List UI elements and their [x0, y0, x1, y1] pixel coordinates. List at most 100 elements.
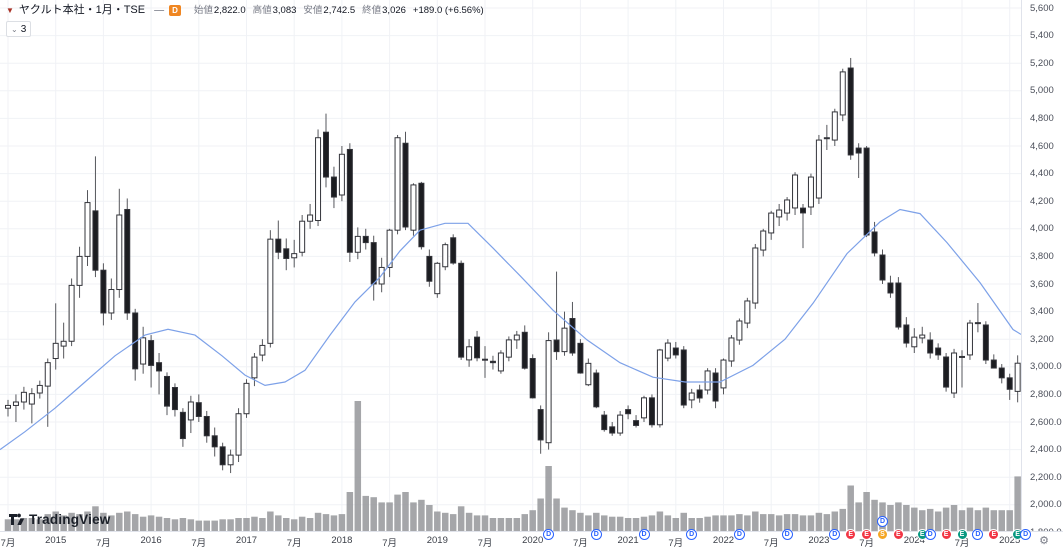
volume-bar[interactable] — [338, 514, 346, 531]
volume-bar[interactable] — [298, 516, 306, 531]
event-badge-dividend[interactable]: D — [590, 528, 602, 540]
volume-bar[interactable] — [648, 515, 656, 531]
candle[interactable] — [696, 384, 703, 403]
candle[interactable] — [5, 399, 11, 417]
candle[interactable] — [1006, 373, 1013, 400]
delayed-data-badge[interactable]: D — [169, 5, 181, 16]
candle[interactable] — [855, 143, 862, 179]
event-badge-dividend[interactable]: D — [781, 528, 793, 540]
candle[interactable] — [140, 326, 147, 374]
event-badge-earnings_miss[interactable]: E — [988, 528, 1000, 540]
symbol-marker-icon[interactable]: ▼ — [6, 6, 14, 15]
candle[interactable] — [664, 339, 671, 362]
event-badge-dividend[interactable]: D — [877, 515, 888, 527]
candle[interactable] — [879, 249, 886, 285]
candle[interactable] — [736, 318, 743, 345]
volume-bar[interactable] — [473, 515, 481, 531]
candle[interactable] — [656, 348, 663, 428]
candle[interactable] — [291, 239, 298, 268]
candle[interactable] — [187, 395, 194, 434]
volume-bar[interactable] — [426, 505, 433, 531]
event-badge-earnings_miss[interactable]: E — [845, 528, 857, 540]
candle[interactable] — [815, 134, 822, 204]
volume-bar[interactable] — [283, 518, 290, 531]
volume-bar[interactable] — [259, 518, 266, 531]
volume-bar[interactable] — [752, 511, 759, 532]
volume-bar[interactable] — [386, 502, 393, 531]
candle[interactable] — [569, 301, 576, 356]
volume-bar[interactable] — [370, 497, 377, 531]
volume-bar[interactable] — [489, 518, 497, 531]
candle[interactable] — [338, 146, 345, 202]
volume-bar[interactable] — [322, 514, 330, 531]
volume-bar[interactable] — [179, 518, 187, 531]
volume-bar[interactable] — [990, 510, 998, 531]
volume-bar[interactable] — [656, 511, 664, 532]
ma-line[interactable] — [0, 208, 1021, 451]
candle[interactable] — [497, 350, 504, 374]
candle[interactable] — [148, 335, 155, 388]
candle[interactable] — [354, 227, 361, 260]
volume-bar[interactable] — [895, 502, 902, 531]
volume-bar[interactable] — [314, 512, 322, 531]
volume-bar[interactable] — [84, 511, 91, 532]
candle[interactable] — [529, 354, 536, 399]
volume-bar[interactable] — [1014, 476, 1021, 531]
volume-bar[interactable] — [330, 515, 338, 531]
symbol-title[interactable]: ヤクルト本社・1月・TSE — [18, 4, 146, 16]
event-badge-earnings_miss[interactable]: E — [861, 528, 873, 540]
candle[interactable] — [807, 173, 814, 215]
volume-bar[interactable] — [251, 516, 258, 531]
candle[interactable] — [561, 311, 568, 356]
volume-bar[interactable] — [632, 518, 640, 531]
event-badge-dividend[interactable]: D — [1020, 528, 1032, 540]
candle[interactable] — [982, 321, 989, 365]
volume-bar[interactable] — [855, 502, 862, 531]
volume-bar[interactable] — [919, 510, 926, 531]
candle[interactable] — [951, 348, 958, 398]
candle[interactable] — [108, 278, 115, 320]
volume-bar[interactable] — [569, 510, 576, 531]
candle[interactable] — [728, 335, 735, 367]
volume-bar[interactable] — [561, 507, 568, 531]
candle[interactable] — [179, 408, 186, 447]
candle[interactable] — [521, 325, 528, 370]
volume-bar[interactable] — [124, 511, 131, 532]
candle[interactable] — [283, 238, 290, 271]
candle[interactable] — [60, 322, 67, 359]
candle[interactable] — [243, 379, 250, 418]
candle[interactable] — [776, 203, 783, 227]
volume-bar[interactable] — [593, 512, 600, 531]
candle[interactable] — [823, 124, 830, 151]
volume-bar[interactable] — [108, 515, 115, 531]
volume-bar[interactable] — [306, 518, 314, 531]
candle[interactable] — [386, 228, 393, 278]
candle[interactable] — [553, 271, 560, 360]
volume-bar[interactable] — [394, 494, 401, 531]
volume-bar[interactable] — [362, 495, 370, 531]
volume-bar[interactable] — [267, 511, 274, 532]
volume-bar[interactable] — [195, 520, 203, 531]
candle[interactable] — [394, 134, 401, 235]
candle[interactable] — [895, 277, 902, 330]
candle[interactable] — [171, 383, 178, 417]
volume-bar[interactable] — [171, 519, 179, 531]
event-badge-earnings_miss[interactable]: E — [940, 528, 952, 540]
candle[interactable] — [235, 408, 242, 463]
candle[interactable] — [648, 394, 655, 428]
candle[interactable] — [601, 410, 608, 432]
volume-bar[interactable] — [736, 514, 743, 531]
volume-bar[interactable] — [744, 515, 751, 531]
candle[interactable] — [935, 343, 942, 360]
volume-bar[interactable] — [76, 514, 83, 531]
candle[interactable] — [132, 308, 139, 381]
candle[interactable] — [307, 203, 314, 229]
volume-bar[interactable] — [624, 518, 632, 531]
volume-bar[interactable] — [513, 518, 521, 531]
candle[interactable] — [100, 263, 107, 326]
candle[interactable] — [203, 410, 210, 443]
volume-bar[interactable] — [465, 512, 473, 531]
volume-bar[interactable] — [585, 515, 592, 531]
volume-bar[interactable] — [60, 515, 67, 531]
volume-bar[interactable] — [863, 492, 870, 531]
